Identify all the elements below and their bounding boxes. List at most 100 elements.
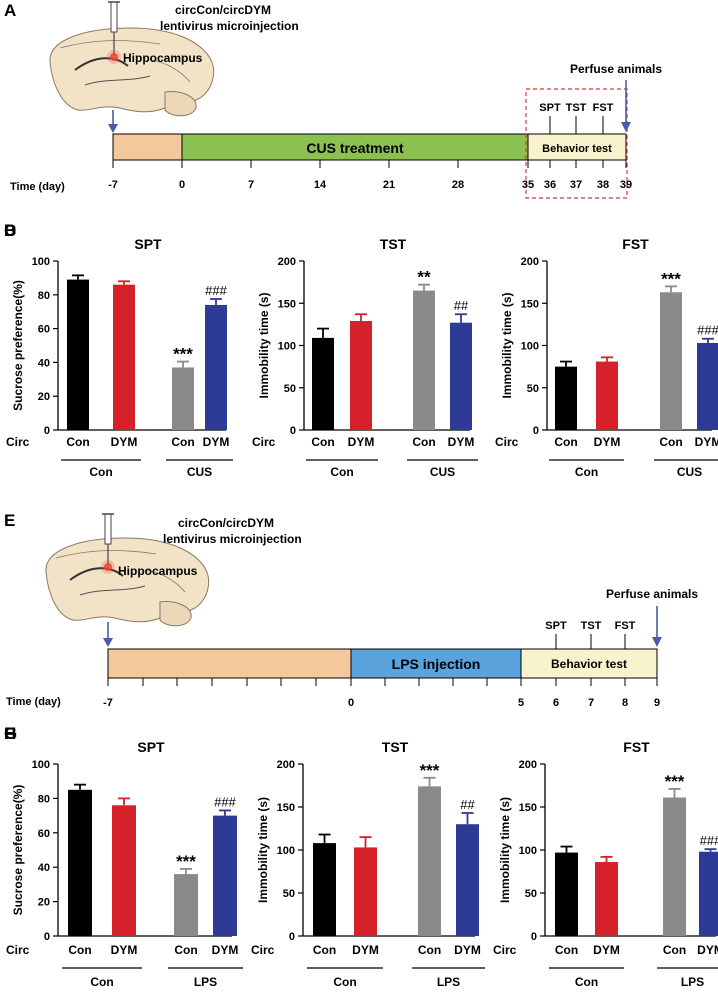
- time-tick-label: 35: [522, 179, 534, 191]
- time-axis-a: Time (day) -7 0 7 14 21 28 35 36 37 38 39: [10, 159, 632, 193]
- y-tick-label: 0: [44, 425, 50, 437]
- y-tick-label: 0: [44, 931, 50, 943]
- row-label: Circ: [6, 943, 30, 957]
- category-label: Con: [663, 943, 686, 957]
- y-axis-label: Immobility time (s): [498, 797, 512, 903]
- y-tick-label: 100: [32, 759, 50, 771]
- behavior-test-label-a: Behavior test: [542, 143, 612, 155]
- y-tick-label: 0: [289, 931, 295, 943]
- time-axis-label-a: Time (day): [10, 181, 65, 193]
- y-tick-label: 150: [277, 802, 295, 814]
- chart-title: SPT: [134, 236, 162, 252]
- test-label-tst-e: TST: [581, 620, 602, 632]
- significance-label: ***: [173, 345, 193, 364]
- cus-treatment-label: CUS treatment: [306, 140, 404, 156]
- y-axis-label: Immobility time (s): [257, 292, 271, 398]
- bar: [354, 847, 377, 936]
- y-tick-label: 150: [519, 802, 537, 814]
- significance-label: ***: [661, 269, 681, 288]
- bar: [113, 284, 135, 430]
- chart-b: B SPT 0 20 40 60 80 100 Sucrose preference(%) Con…: [4, 221, 233, 479]
- y-tick-label: 150: [521, 298, 539, 310]
- bar: [312, 337, 334, 430]
- y-tick-label: 80: [38, 793, 50, 805]
- category-label: DYM: [111, 943, 138, 957]
- group-label: Con: [333, 975, 356, 989]
- group-label: LPS: [194, 975, 217, 989]
- time-tick-label: 36: [544, 179, 556, 191]
- significance-label: ##: [454, 298, 469, 313]
- bar: [313, 843, 336, 936]
- lps-injection-label: LPS injection: [392, 656, 481, 672]
- time-tick-label: 37: [570, 179, 582, 191]
- bar: [112, 805, 136, 936]
- hippocampus-label: Hippocampus: [123, 51, 203, 65]
- chart-f: F SPT 0 20 40 60 80 100 Sucrose preference(%) Con…: [4, 724, 243, 989]
- y-tick-label: 40: [38, 862, 50, 874]
- category-label: DYM: [594, 435, 621, 449]
- panel-e-timeline: E circCon/circDYM lentivirus microinject…: [4, 511, 698, 709]
- injection-arrow-head-a: [108, 124, 118, 133]
- chart-title: FST: [623, 739, 650, 755]
- bar: [174, 874, 198, 936]
- test-label-fst-e: FST: [615, 620, 636, 632]
- row-label: Circ: [251, 943, 275, 957]
- bar: [350, 320, 372, 430]
- group-label: LPS: [437, 975, 460, 989]
- y-tick-label: 50: [527, 383, 539, 395]
- injection-label-line1: circCon/circDYM: [175, 3, 271, 17]
- test-label-fst-a: FST: [593, 102, 614, 114]
- y-tick-label: 20: [38, 391, 50, 403]
- injection-arrow-e: [103, 638, 113, 647]
- group-label: Con: [89, 465, 112, 479]
- category-label: DYM: [695, 435, 718, 449]
- panel-a-timeline: A circCon/circDYM lentivirus microinject…: [4, 1, 662, 199]
- bar: [450, 322, 472, 430]
- bar: [555, 852, 578, 936]
- bar: [172, 367, 194, 430]
- significance-label: ###: [700, 833, 718, 848]
- category-label: Con: [174, 943, 197, 957]
- test-label-tst-a: TST: [566, 102, 587, 114]
- y-tick-label: 200: [277, 759, 295, 771]
- category-label: Con: [554, 435, 577, 449]
- bar: [413, 290, 435, 430]
- y-tick-label: 50: [283, 888, 295, 900]
- category-label: DYM: [697, 943, 718, 957]
- significance-label: ###: [205, 283, 227, 298]
- test-label-spt-e: SPT: [545, 620, 567, 632]
- category-label: DYM: [593, 943, 620, 957]
- time-tick-label: 38: [597, 179, 609, 191]
- time-tick-label: 7: [588, 697, 594, 709]
- time-tick-label: 21: [383, 179, 395, 191]
- group-label: Con: [575, 465, 598, 479]
- category-label: DYM: [352, 943, 379, 957]
- panel-letter: F: [4, 724, 14, 743]
- chart-title: TST: [380, 236, 407, 252]
- y-tick-label: 100: [277, 845, 295, 857]
- perfuse-arrow-e: [652, 637, 662, 647]
- category-label: Con: [68, 943, 91, 957]
- significance-label: ###: [697, 323, 718, 338]
- time-tick-label: 5: [518, 697, 524, 709]
- injection-label-line1-e: circCon/circDYM: [178, 516, 274, 530]
- group-label: CUS: [677, 465, 702, 479]
- chart-title: TST: [382, 739, 409, 755]
- bar: [68, 789, 92, 936]
- bar: [663, 797, 686, 936]
- time-tick-label: 0: [179, 179, 185, 191]
- time-tick-label: -7: [103, 697, 113, 709]
- category-label: Con: [171, 435, 194, 449]
- behavior-test-label-e: Behavior test: [551, 657, 627, 671]
- time-tick-label: 39: [620, 179, 632, 191]
- injection-label-line2: lentivirus microinjection: [160, 19, 299, 33]
- group-label: CUS: [430, 465, 455, 479]
- panel-letter-e: E: [4, 511, 15, 530]
- panel-letter: C: [4, 221, 16, 240]
- y-tick-label: 0: [531, 931, 537, 943]
- brain-illustration-a: [49, 1, 215, 117]
